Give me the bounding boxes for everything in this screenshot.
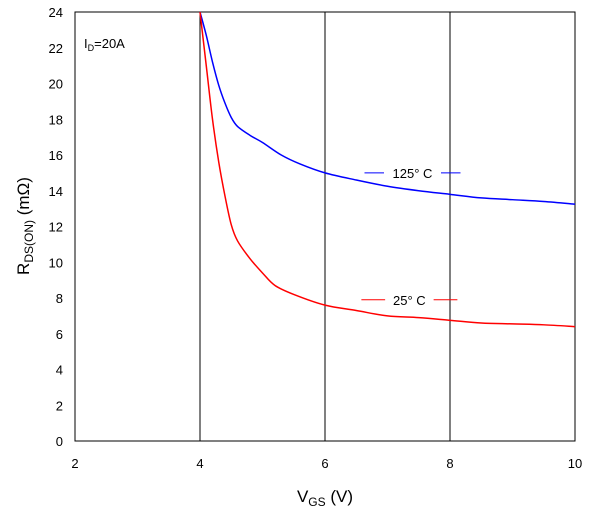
- id-annotation-sub: D: [88, 43, 95, 53]
- x-tick-label: 8: [446, 456, 453, 471]
- y-axis-label-rest: (mΩ): [14, 177, 33, 220]
- y-tick-label: 10: [49, 255, 63, 270]
- y-tick-label: 0: [56, 434, 63, 449]
- series-labels: 125° C 25° C: [361, 162, 461, 310]
- series-line-1: [199, 11, 576, 328]
- y-tick-label: 14: [49, 184, 63, 199]
- x-tick-label: 4: [196, 456, 203, 471]
- y-tick-label: 2: [56, 398, 63, 413]
- x-axis-label-main: V: [297, 487, 309, 506]
- id-annotation-main: I: [84, 36, 88, 51]
- y-tick-label: 12: [49, 220, 63, 235]
- y-tick-label: 22: [49, 41, 63, 56]
- y-tick-label: 18: [49, 112, 63, 127]
- series-label: 125° C: [393, 166, 433, 181]
- y-axis-label: RDS(ON) (mΩ): [14, 177, 36, 275]
- series-label-background: [384, 162, 441, 183]
- x-tick-label: 6: [321, 456, 328, 471]
- y-axis-label-sub: DS(ON): [22, 220, 36, 263]
- id-annotation: ID=20A: [84, 36, 125, 53]
- series-label-background: [385, 289, 434, 310]
- series-label: 25° C: [393, 293, 426, 308]
- y-tick-label: 6: [56, 327, 63, 342]
- x-axis-label-rest: (V): [326, 487, 353, 506]
- y-axis-label-main: R: [14, 263, 33, 275]
- grid-lines: [199, 12, 451, 441]
- series-lines: [199, 11, 576, 328]
- y-tick-label: 8: [56, 291, 63, 306]
- x-axis-label-sub: GS: [308, 495, 325, 509]
- series-line-0: [199, 11, 576, 205]
- y-tick-label: 24: [49, 5, 63, 20]
- y-tick-label: 4: [56, 363, 63, 378]
- x-tick-label: 10: [568, 456, 582, 471]
- x-tick-labels: 2 4 6 8 10: [71, 456, 582, 471]
- y-tick-label: 20: [49, 77, 63, 92]
- id-annotation-rest: =20A: [94, 36, 125, 51]
- y-tick-label: 16: [49, 148, 63, 163]
- x-tick-label: 2: [71, 456, 78, 471]
- x-axis-label: VGS (V): [297, 487, 353, 509]
